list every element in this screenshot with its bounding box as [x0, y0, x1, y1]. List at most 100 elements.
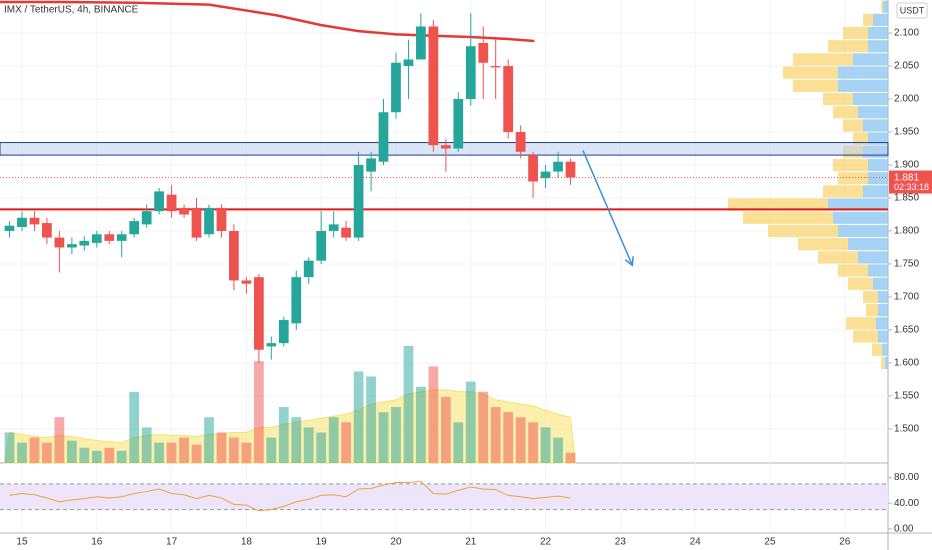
y-tick-label: 1.550 — [894, 391, 919, 402]
profile-up — [868, 172, 888, 185]
x-tick-label: 20 — [390, 537, 402, 548]
volume-bar — [154, 442, 164, 463]
candle-body — [154, 191, 164, 212]
profile-up — [833, 211, 888, 224]
candle-body — [378, 112, 389, 162]
volume-bar — [291, 417, 302, 463]
profile-down — [872, 343, 882, 356]
volume-bar — [79, 447, 90, 463]
profile-down — [823, 92, 853, 106]
candle-body — [303, 260, 314, 278]
candle-body — [316, 230, 327, 261]
candle-body — [478, 42, 489, 63]
y-tick-label: 1.950 — [894, 127, 919, 138]
candle-body — [291, 277, 302, 324]
candle-body — [515, 132, 526, 152]
candle-body — [403, 59, 414, 67]
profile-up — [838, 79, 888, 92]
profile-up — [868, 40, 888, 53]
candle-body — [366, 158, 376, 172]
profile-up — [858, 106, 888, 119]
candle-body — [67, 244, 77, 248]
volume-bar — [478, 391, 489, 463]
last-price-box — [889, 170, 932, 194]
profile-down — [768, 224, 838, 238]
y-tick-label: 1.800 — [894, 226, 919, 237]
profile-down — [793, 79, 838, 92]
candle-body — [528, 155, 538, 182]
arrow-head — [624, 256, 634, 267]
volume-bar — [391, 407, 401, 463]
y-tick-label: 1.750 — [894, 259, 919, 270]
y-tick-label: 2.050 — [894, 61, 919, 72]
x-tick-label: 17 — [166, 537, 178, 548]
x-tick-label: 23 — [615, 537, 627, 548]
profile-down — [843, 26, 868, 40]
volume-bar — [104, 447, 115, 463]
profile-up — [878, 290, 888, 304]
profile-up — [853, 53, 888, 66]
candle-body — [266, 343, 277, 347]
y-tick-label: 1.700 — [894, 292, 919, 303]
profile-down — [838, 172, 868, 185]
volume — [4, 346, 576, 464]
x-tick-label: 15 — [16, 537, 28, 548]
profile-up — [882, 343, 888, 356]
volume-bar — [204, 417, 214, 463]
volume-bar — [316, 432, 327, 463]
profile-down — [848, 277, 873, 290]
price-pane — [0, 0, 889, 363]
moving-average — [0, 0, 535, 43]
candle-body — [328, 224, 339, 231]
countdown-label: 02:33:18 — [894, 182, 929, 192]
profile-down — [863, 290, 878, 304]
volume-bar — [229, 437, 239, 463]
volume-bar — [515, 417, 526, 463]
y-tick-label: 80.00 — [894, 472, 919, 483]
profile-up — [878, 304, 888, 317]
profile-up — [873, 277, 888, 290]
volume-bar — [328, 417, 339, 463]
candle-body — [490, 66, 501, 68]
profile-up — [868, 264, 888, 277]
profile-up — [883, 0, 888, 13]
volume-bar — [341, 422, 351, 463]
currency-box — [896, 2, 928, 19]
volume-bar — [528, 422, 538, 463]
volume-bar — [503, 412, 514, 463]
profile-down — [853, 330, 878, 343]
candle-body — [353, 164, 364, 238]
profile-down — [863, 13, 873, 26]
candle-body — [254, 277, 264, 350]
candle-body — [54, 237, 65, 248]
y-tick-label: 1.600 — [894, 358, 919, 369]
volume-bar — [179, 437, 189, 463]
volume-bar — [565, 452, 576, 463]
volume-bar — [540, 427, 551, 463]
volume-bar — [116, 450, 127, 463]
profile-up — [863, 119, 888, 132]
profile-down — [743, 211, 833, 224]
volume-bar — [403, 346, 414, 463]
y-tick-label: 0.00 — [894, 524, 914, 535]
profile-down — [823, 185, 863, 198]
profile-down — [881, 356, 885, 370]
volume-bar — [303, 427, 314, 463]
y-tick-label: 2.100 — [894, 28, 919, 39]
volume-bar — [378, 412, 389, 463]
volume-bar — [453, 422, 464, 463]
profile-down — [833, 158, 868, 172]
candle-body — [42, 223, 52, 238]
profile-up — [885, 356, 888, 370]
candle-body — [4, 225, 15, 231]
x-tick-label: 24 — [690, 537, 702, 548]
x-tick-label: 26 — [839, 537, 851, 548]
candle-body — [91, 234, 102, 243]
candle-body — [179, 207, 189, 215]
profile-up — [858, 251, 888, 264]
profile-up — [868, 26, 888, 40]
volume-bar — [416, 386, 426, 463]
volume-bar — [42, 442, 52, 463]
profile-down — [853, 132, 868, 145]
profile-up — [868, 158, 888, 172]
